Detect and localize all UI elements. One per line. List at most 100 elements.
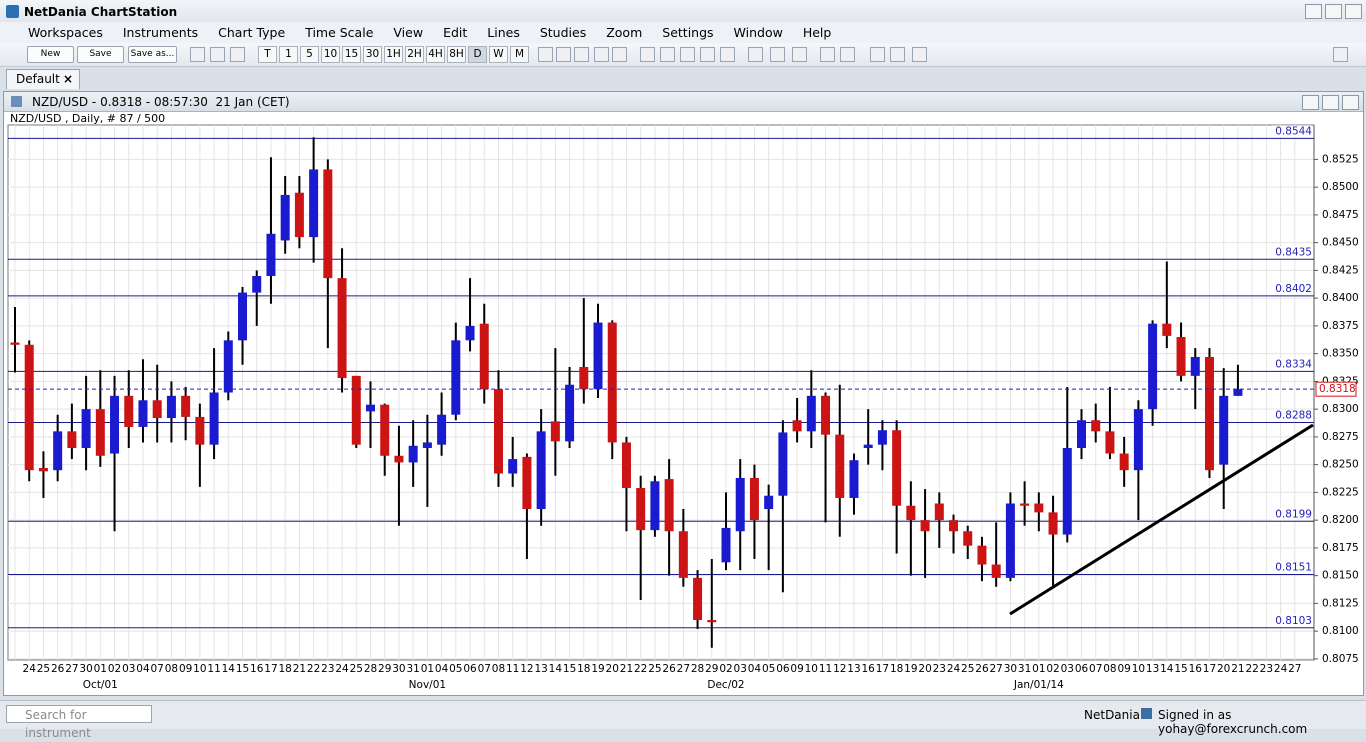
toolbar-button[interactable]: Save as... [128, 46, 177, 63]
x-tick-label: 11 [819, 663, 832, 675]
candle-body [223, 340, 233, 393]
x-tick-label: 07 [478, 663, 491, 675]
candle-body [138, 400, 148, 427]
candle-body [493, 389, 503, 474]
toolbar-icon[interactable] [792, 47, 807, 62]
close[interactable] [1342, 95, 1359, 110]
candle-body [977, 545, 987, 565]
timeframe-button[interactable]: M [510, 46, 529, 63]
candle-body [437, 414, 447, 445]
minimize[interactable] [1305, 4, 1322, 19]
timeframes: T 1 5 10 15 30 1H 2H 4H 8H D W M [258, 46, 529, 63]
candle-body [337, 278, 347, 379]
maximize[interactable] [1325, 4, 1342, 19]
app-title: NetDania ChartStation [24, 5, 178, 19]
toolbar-icon[interactable] [556, 47, 571, 62]
toolbar-icon[interactable] [190, 47, 205, 62]
search-input[interactable]: Search for instrument [6, 705, 152, 740]
x-tick-label: 19 [591, 663, 604, 675]
x-tick-label: 22 [1245, 663, 1258, 675]
timeframe-button[interactable]: 8H [447, 46, 466, 63]
candle-body [678, 531, 688, 578]
timeframe-button[interactable]: 30 [363, 46, 382, 63]
timeframe-button[interactable]: 2H [405, 46, 424, 63]
tab-label: Default [16, 72, 60, 86]
menu-item[interactable]: Settings [662, 25, 714, 40]
toolbar-icon[interactable] [748, 47, 763, 62]
toolbar-button[interactable]: Save [77, 46, 124, 63]
y-tick-label: 0.8475 [1322, 209, 1359, 221]
status-brand: NetDania [1084, 708, 1140, 722]
toolbar-icon[interactable] [640, 47, 655, 62]
timeframe-button[interactable]: 15 [342, 46, 361, 63]
toolbar-icon[interactable] [210, 47, 225, 62]
toolbar-icon[interactable] [230, 47, 245, 62]
toolbar-icon[interactable] [870, 47, 885, 62]
maximize[interactable] [1322, 95, 1339, 110]
timeframe-button[interactable]: 4H [426, 46, 445, 63]
menu-item[interactable]: Studies [539, 25, 587, 40]
menu-item[interactable]: Zoom [606, 25, 643, 40]
toolbar-icon[interactable] [574, 47, 589, 62]
toolbar-icon[interactable] [770, 47, 785, 62]
x-tick-label: 21 [1231, 663, 1244, 675]
y-tick-label: 0.8275 [1322, 431, 1359, 443]
timeframe-button[interactable]: 1H [384, 46, 403, 63]
toolbar-icon[interactable] [538, 47, 553, 62]
x-tick-label: 29 [378, 663, 391, 675]
status-user: Signed in as yohay@forexcrunch.com [1158, 708, 1308, 736]
x-tick-label: 20 [918, 663, 931, 675]
y-tick-label: 0.8150 [1322, 570, 1359, 582]
timeframe-button[interactable]: 1 [279, 46, 298, 63]
candle-body [1233, 389, 1243, 396]
menu-item[interactable]: Time Scale [305, 25, 374, 40]
toolbar-icon[interactable] [612, 47, 627, 62]
menu-item[interactable]: Window [733, 25, 783, 40]
toolbar-icon[interactable] [840, 47, 855, 62]
x-tick-label: 03 [734, 663, 747, 675]
toolbar-icon[interactable] [720, 47, 735, 62]
toolbar-button[interactable]: New [27, 46, 74, 63]
menu-item[interactable]: Workspaces [28, 25, 103, 40]
toolbar-icon[interactable] [1333, 47, 1348, 62]
close[interactable] [1345, 4, 1362, 19]
timeframe-button[interactable]: 10 [321, 46, 340, 63]
menu-item[interactable]: Lines [487, 25, 520, 40]
level-label-bg [1272, 246, 1312, 259]
candle-body [636, 487, 646, 531]
minimize[interactable] [1302, 95, 1319, 110]
candle-body [166, 395, 176, 419]
x-tick-label: 20 [1217, 663, 1230, 675]
menu-item[interactable]: Help [802, 25, 832, 40]
toolbar-icon[interactable] [700, 47, 715, 62]
toolbar-icon[interactable] [912, 47, 927, 62]
timeframe-button[interactable]: 5 [300, 46, 319, 63]
menu-item[interactable]: View [393, 25, 424, 40]
toolbar-icon[interactable] [594, 47, 609, 62]
menu-item[interactable]: Instruments [122, 25, 199, 40]
menu-item[interactable]: Chart Type [218, 25, 286, 40]
x-tick-label: 24 [947, 663, 961, 675]
menu-item[interactable]: Edit [443, 25, 468, 40]
toolbar-icon[interactable] [680, 47, 695, 62]
timeframe-button[interactable]: T [258, 46, 277, 63]
x-tick-label: 31 [406, 663, 419, 675]
toolbar-icon[interactable] [890, 47, 905, 62]
candle-body [1077, 420, 1086, 448]
tab-close[interactable]: × [62, 72, 73, 86]
timeframe-button[interactable]: D [468, 46, 487, 63]
x-tick-label: 08 [1103, 663, 1116, 675]
x-tick-label: 17 [264, 663, 277, 675]
timeframe-button[interactable]: W [489, 46, 508, 63]
toolbar-icon[interactable] [660, 47, 675, 62]
x-tick-label: 01 [421, 663, 434, 675]
user-icon [1141, 708, 1152, 719]
x-tick-label: 11 [207, 663, 220, 675]
x-month-label: Dec/02 [707, 679, 744, 691]
workspace-tab[interactable]: Default × [6, 69, 80, 89]
toolbar-icon[interactable] [820, 47, 835, 62]
x-tick-label: 25 [37, 663, 50, 675]
x-tick-label: 11 [506, 663, 519, 675]
x-tick-label: 03 [122, 663, 135, 675]
